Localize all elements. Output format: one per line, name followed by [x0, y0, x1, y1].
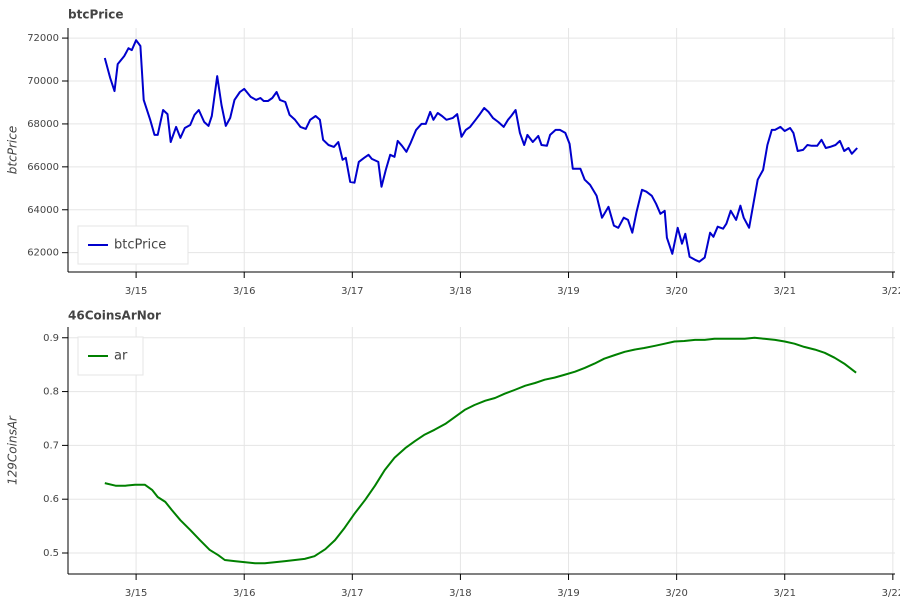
y-tick-label: 72000 [27, 33, 59, 44]
x-tick-label: 3/19 [557, 588, 579, 599]
y-tick-label: 66000 [27, 162, 59, 173]
x-tick-label: 3/16 [233, 286, 255, 297]
y-tick-label: 64000 [27, 205, 59, 216]
x-tick-label: 3/17 [341, 286, 363, 297]
x-tick-label: 3/20 [665, 588, 687, 599]
chart-title: btcPrice [68, 8, 124, 22]
legend-label: ar [114, 349, 128, 364]
x-tick-label: 3/21 [773, 286, 795, 297]
x-tick-label: 3/22 [882, 588, 900, 599]
x-tick-label: 3/20 [665, 286, 687, 297]
panel: 46CoinsArNor 129CoinsAr 0.5 0.6 0.7 0.8 0.9 3/1… [6, 309, 900, 600]
panel: btcPrice btcPrice 62000 64000 66000 68000 7000… [6, 8, 900, 298]
x-tick-label: 3/21 [773, 588, 795, 599]
y-tick-label: 0.8 [43, 387, 59, 398]
y-tick-label: 0.6 [43, 494, 59, 505]
x-tick-label: 3/18 [449, 286, 471, 297]
x-tick-label: 3/19 [557, 286, 579, 297]
y-tick-label: 0.5 [43, 548, 59, 559]
data-line [103, 39, 858, 263]
y-tick-label: 70000 [27, 76, 59, 87]
x-tick-label: 3/16 [233, 588, 255, 599]
legend-box [77, 336, 144, 376]
y-axis-label: btcPrice [6, 126, 20, 174]
y-axis-label: 129CoinsAr [6, 415, 20, 485]
x-tick-label: 3/18 [449, 588, 471, 599]
y-tick-label: 0.7 [43, 440, 59, 451]
x-tick-label: 3/15 [125, 588, 147, 599]
x-tick-label: 3/17 [341, 588, 363, 599]
y-tick-label: 0.9 [43, 333, 59, 344]
y-tick-label: 62000 [27, 248, 59, 259]
data-line [104, 336, 857, 565]
legend-label: btcPrice [114, 238, 166, 253]
chart-title: 46CoinsArNor [68, 309, 161, 323]
x-tick-label: 3/15 [125, 286, 147, 297]
y-tick-label: 68000 [27, 119, 59, 130]
x-tick-label: 3/22 [882, 286, 900, 297]
